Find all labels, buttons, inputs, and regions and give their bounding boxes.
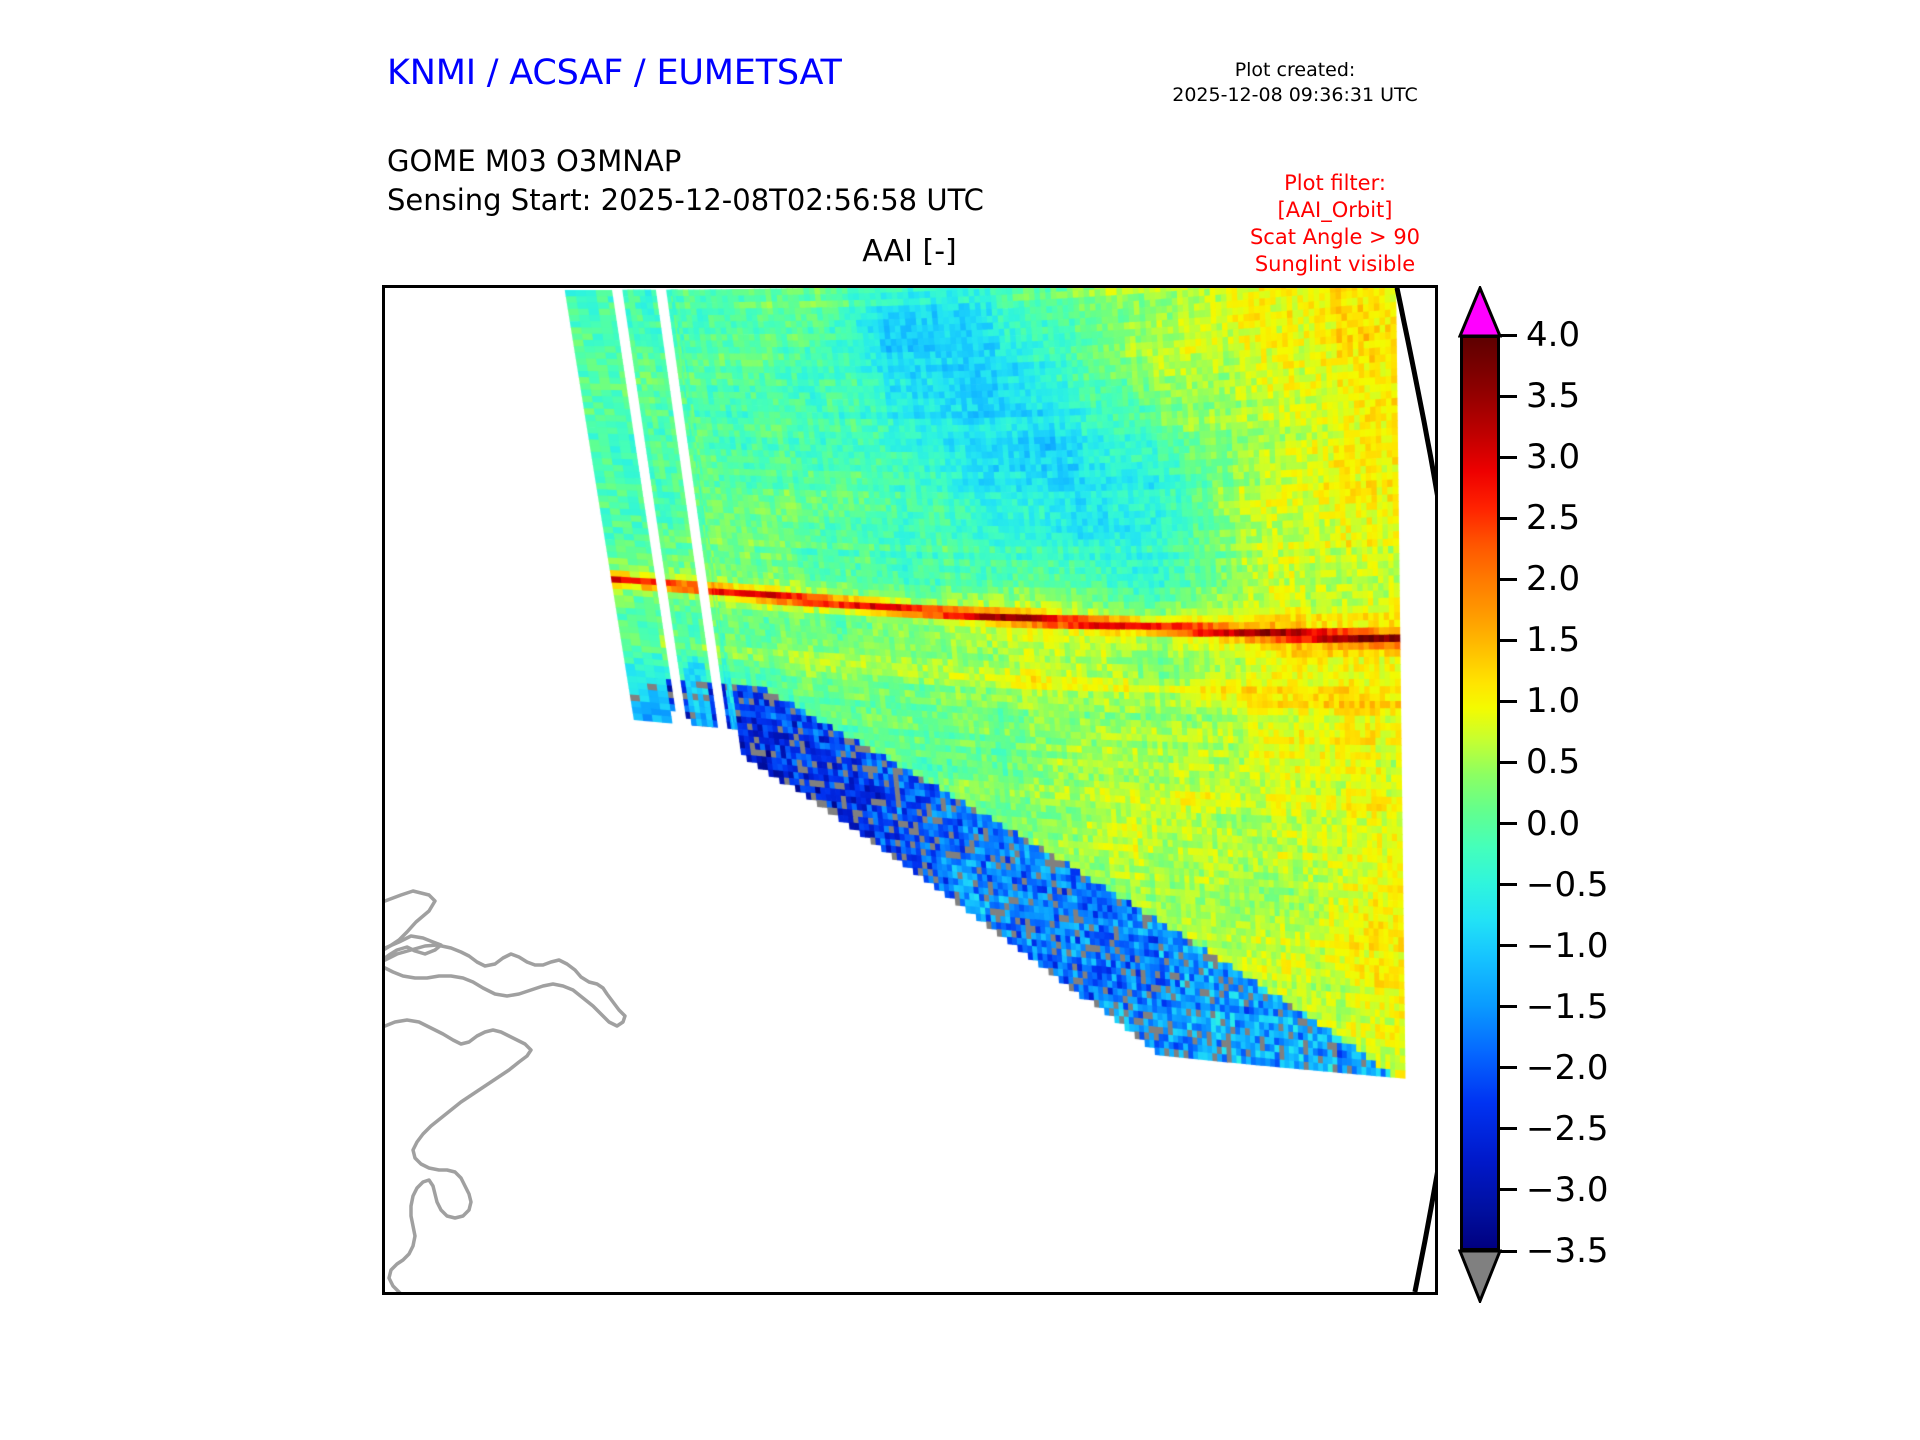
plot-created-timestamp: 2025-12-08 09:36:31 UTC — [1172, 84, 1418, 107]
colorbar-tick-label-6: 1.0 — [1526, 681, 1581, 722]
colorbar-tick-8 — [1500, 822, 1517, 826]
colorbar-tick-5 — [1500, 638, 1517, 642]
map-inner — [385, 288, 1435, 1292]
aai-swath-heatmap — [385, 288, 1435, 1292]
colorbar-tick-7 — [1500, 760, 1517, 764]
colorbar-tick-label-0: 4.0 — [1526, 315, 1581, 355]
colorbar-tick-label-10: −1.0 — [1526, 925, 1609, 966]
colorbar-tick-label-3: 2.5 — [1526, 498, 1581, 539]
plot-filter-name: [AAI_Orbit] — [1277, 197, 1393, 222]
colorbar-over-range-triangle — [1458, 286, 1502, 338]
colorbar-tick-label-11: −1.5 — [1526, 986, 1609, 1027]
plot-filter-label: Plot filter: — [1284, 171, 1386, 195]
colorbar-tick-label-8: 0.0 — [1526, 803, 1581, 844]
colorbar-tick-0 — [1500, 333, 1517, 337]
colorbar-under-range-triangle — [1458, 1249, 1502, 1303]
plot-created-block: Plot created: 2025-12-08 09:36:31 UTC — [1130, 58, 1460, 108]
colorbar-tick-label-1: 3.5 — [1526, 376, 1581, 417]
colorbar-tick-10 — [1500, 944, 1517, 948]
colorbar-tick-12 — [1500, 1066, 1517, 1070]
colorbar-tick-label-9: −0.5 — [1526, 864, 1609, 905]
colorbar-tick-label-7: 0.5 — [1526, 742, 1581, 783]
colorbar-tick-4 — [1500, 577, 1517, 581]
colorbar[interactable]: 4.0 3.5 3.0 2.5 2.0 1.5 1.0 0.5 0.0 −0.5 −1.0 −1.5 −… — [1458, 286, 1718, 1306]
colorbar-tick-11 — [1500, 1005, 1517, 1009]
colorbar-tick-9 — [1500, 883, 1517, 887]
colorbar-tick-label-15: −3.5 — [1526, 1231, 1609, 1271]
plot-filter-scat-angle: Scat Angle > 90 — [1249, 224, 1421, 249]
organisation-title: KNMI / ACSAF / EUMETSAT — [387, 53, 842, 93]
colorbar-tick-15 — [1500, 1249, 1517, 1253]
over-range-magenta-arrow — [1458, 286, 1502, 338]
sensing-start: Sensing Start: 2025-12-08T02:56:58 UTC — [387, 183, 984, 218]
colorbar-gradient-bar — [1460, 335, 1500, 1251]
colorbar-tick-label-4: 2.0 — [1526, 559, 1581, 600]
colorbar-tick-label-13: −2.5 — [1526, 1108, 1609, 1149]
colorbar-tick-label-12: −2.0 — [1526, 1047, 1609, 1088]
colorbar-tick-14 — [1500, 1188, 1517, 1192]
dataset-name: GOME M03 O3MNAP — [387, 144, 682, 178]
plot-filter-block: Plot filter: [AAI_Orbit] Scat Angle > 90… — [1190, 170, 1480, 278]
dataset-title-block: GOME M03 O3MNAP Sensing Start: 2025-12-0… — [387, 142, 984, 220]
plot-created-label: Plot created: — [1234, 59, 1356, 81]
colorbar-tick-2 — [1500, 455, 1517, 459]
colorbar-tick-6 — [1500, 699, 1517, 703]
under-range-gray-arrow — [1458, 1249, 1502, 1303]
colorbar-tick-label-5: 1.5 — [1526, 620, 1581, 661]
variable-title: AAI [-] — [862, 234, 957, 269]
map-axes[interactable] — [382, 285, 1438, 1295]
colorbar-tick-label-14: −3.0 — [1526, 1169, 1609, 1210]
colorbar-tick-label-2: 3.0 — [1526, 437, 1581, 478]
plot-filter-sunglint: Sunglint visible — [1254, 251, 1416, 276]
colorbar-tick-13 — [1500, 1127, 1517, 1131]
colorbar-tick-3 — [1500, 516, 1517, 520]
colorbar-tick-1 — [1500, 394, 1517, 398]
